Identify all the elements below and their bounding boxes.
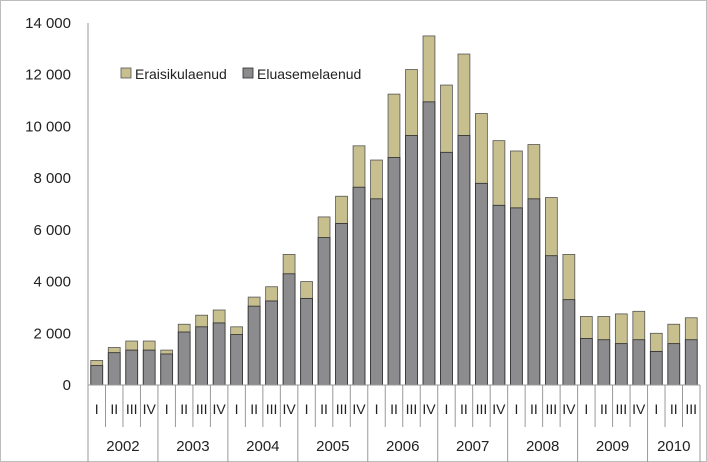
quarter-label: IV: [282, 401, 296, 417]
year-label: 2007: [456, 438, 489, 455]
year-label: 2009: [596, 438, 629, 455]
quarter-label: II: [670, 401, 678, 417]
bar-eluasemelaenud: [300, 297, 313, 386]
legend: Eraisikulaenud Eluasemelaenud: [120, 66, 361, 82]
legend-swatch-eluasemelaenud: [242, 67, 254, 79]
quarter-label: IV: [422, 401, 436, 417]
quarter-label: I: [654, 401, 658, 417]
legend-label-eraisikulaenud: Eraisikulaenud: [135, 66, 227, 82]
bar-eluasemelaenud: [475, 182, 488, 386]
bar-eluasemelaenud: [90, 365, 104, 386]
quarter-label: IV: [562, 401, 576, 417]
bar-eluasemelaenud: [667, 343, 681, 386]
bar-eluasemelaenud: [107, 352, 121, 386]
bar-eluasemelaenud: [247, 305, 261, 386]
year-label: 2002: [106, 438, 139, 455]
bar-eluasemelaenud: [510, 207, 523, 386]
quarter-label: II: [600, 401, 608, 417]
quarter-label: III: [126, 401, 138, 417]
quarter-label: III: [476, 401, 488, 417]
quarter-label: I: [584, 401, 588, 417]
bar-eluasemelaenud: [317, 237, 331, 386]
quarter-label: III: [546, 401, 558, 417]
quarter-label: I: [514, 401, 518, 417]
y-tick-label: 8 000: [33, 170, 71, 187]
bar-eluasemelaenud: [265, 300, 278, 386]
legend-swatch-eraisikulaenud: [120, 67, 132, 79]
bar-eluasemelaenud: [440, 151, 453, 386]
bar-eluasemelaenud: [142, 349, 156, 386]
quarter-label: I: [95, 401, 99, 417]
bar-eluasemelaenud: [212, 322, 226, 386]
quarter-label: III: [196, 401, 208, 417]
bar-eluasemelaenud: [527, 198, 541, 386]
quarter-label: II: [530, 401, 538, 417]
bar-eluasemelaenud: [562, 299, 576, 386]
quarter-label: IV: [143, 401, 157, 417]
bar-eluasemelaenud: [632, 339, 646, 386]
quarter-label: I: [375, 401, 379, 417]
y-tick-label: 10 000: [25, 118, 71, 135]
bars: [90, 35, 698, 386]
quarter-label: I: [235, 401, 239, 417]
quarter-label: II: [460, 401, 468, 417]
quarter-label: I: [165, 401, 169, 417]
year-label: 2003: [176, 438, 209, 455]
bar-eluasemelaenud: [684, 339, 698, 386]
y-tick-label: 6 000: [33, 222, 71, 239]
bar-eluasemelaenud: [649, 350, 663, 386]
bar-eluasemelaenud: [492, 204, 506, 386]
quarter-label: III: [615, 401, 627, 417]
bar-eluasemelaenud: [160, 353, 174, 386]
quarter-label: III: [406, 401, 418, 417]
bar-eluasemelaenud: [580, 338, 593, 386]
y-tick-label: 4 000: [33, 274, 71, 291]
legend-label-eluasemelaenud: Eluasemelaenud: [257, 66, 361, 82]
quarter-label: II: [110, 401, 118, 417]
quarter-label: IV: [492, 401, 506, 417]
quarter-label: III: [685, 401, 697, 417]
bar-eluasemelaenud: [125, 349, 139, 386]
quarter-label: I: [445, 401, 449, 417]
quarter-label: II: [320, 401, 328, 417]
quarter-label: II: [180, 401, 188, 417]
quarter-label: II: [250, 401, 258, 417]
y-axis-labels: 0 2 000 4 000 6 000 8 000 10 000 12 000 14 000: [25, 15, 71, 394]
year-label: 2008: [526, 438, 559, 455]
quarter-label: IV: [213, 401, 227, 417]
quarter-label: III: [266, 401, 278, 417]
year-label: 2010: [657, 438, 690, 455]
quarter-label: I: [305, 401, 309, 417]
bar-eluasemelaenud: [177, 331, 191, 386]
year-label: 2004: [246, 438, 279, 455]
y-tick-label: 2 000: [33, 325, 71, 342]
bar-eluasemelaenud: [405, 135, 418, 386]
bar-eluasemelaenud: [370, 198, 383, 386]
y-tick-label: 12 000: [25, 67, 71, 84]
bar-eluasemelaenud: [387, 157, 401, 386]
y-tick-label: 0: [63, 377, 71, 394]
quarter-label: III: [336, 401, 348, 417]
bar-eluasemelaenud: [195, 326, 209, 386]
quarter-label: IV: [632, 401, 646, 417]
bar-eluasemelaenud: [335, 222, 348, 386]
year-label: 2005: [316, 438, 349, 455]
bar-eluasemelaenud: [614, 343, 628, 386]
bar-eluasemelaenud: [230, 334, 243, 386]
quarter-label: IV: [352, 401, 366, 417]
quarter-label: II: [390, 401, 398, 417]
year-label: 2006: [386, 438, 419, 455]
bar-eluasemelaenud: [457, 135, 471, 386]
bar-eluasemelaenud: [422, 101, 436, 386]
bar-eluasemelaenud: [352, 186, 366, 386]
bar-eluasemelaenud: [597, 339, 611, 386]
bar-eluasemelaenud: [545, 255, 558, 386]
bar-eluasemelaenud: [282, 273, 296, 386]
y-tick-label: 14 000: [25, 15, 71, 32]
